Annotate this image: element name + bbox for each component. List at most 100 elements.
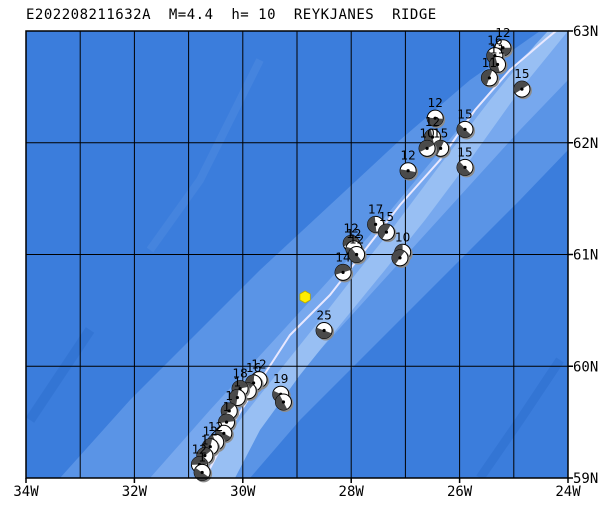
beachball-center-dot <box>200 470 204 475</box>
mechanism-depth-label: 16 <box>487 34 502 48</box>
x-tick-label: 24W <box>555 484 581 500</box>
beachball-compressional-quadrant <box>191 456 208 465</box>
mechanism-depth-label: 12 <box>349 233 364 247</box>
y-tick-label: 61N <box>573 248 598 264</box>
beachball-center-dot <box>227 409 231 413</box>
focal-mechanism-beachball: 25 <box>315 308 335 341</box>
mechanism-depth-label: 12 <box>346 227 361 241</box>
focal-mechanism-beachball <box>274 393 294 413</box>
mechanism-depth-label: 10 <box>395 230 410 244</box>
beachball-compressional-quadrant <box>232 380 248 391</box>
mechanism-depth-label: 12 <box>425 115 440 129</box>
beachball-compressional-quadrant <box>513 81 529 94</box>
beachball-compressional-quadrant <box>419 140 435 152</box>
mechanism-depth-label: 16 <box>246 361 261 375</box>
y-tick-label: 63N <box>573 24 598 40</box>
beachball-compressional-quadrant <box>335 264 351 275</box>
beachball-center-dot <box>373 222 378 226</box>
x-tick-label: 26W <box>447 484 473 500</box>
beachball-compressional-quadrant <box>229 389 239 406</box>
epicenter-marker <box>299 290 311 304</box>
beachball-compressional-quadrant <box>400 169 416 179</box>
mechanism-depth-label: 1 <box>223 400 231 414</box>
mechanism-depth-label: 12 <box>400 149 415 163</box>
x-tick-label: 34W <box>13 484 39 500</box>
mechanism-depth-label: 18 <box>232 367 247 381</box>
beachball-compressional-quadrant <box>427 117 444 127</box>
mechanism-depth-label: 14 <box>335 250 350 264</box>
beachball-center-dot <box>384 230 389 234</box>
beachball-center-dot <box>430 135 435 139</box>
mechanism-depth-label: 1 <box>225 389 233 403</box>
beachball-center-dot <box>439 146 443 150</box>
beachball-center-dot <box>208 445 212 449</box>
focal-mechanism-beachball <box>391 249 410 268</box>
axis-ticks: 34W 32W 30W 28W 26W 24W 63N 62N 61N 60N 59N <box>13 24 598 500</box>
x-tick-label: 28W <box>339 484 365 500</box>
focal-mechanism-beachball: 11 <box>489 43 508 75</box>
mechanism-depth-label: 11 <box>490 43 505 57</box>
mechanism-depth-label: 11 <box>482 56 497 70</box>
beachball-compressional-quadrant <box>275 394 288 411</box>
focal-mechanism-beachball: 15 <box>456 145 476 178</box>
mechanism-depth-label: 12 <box>203 425 218 439</box>
focal-mechanism-beachball: 15 <box>513 67 532 100</box>
mechanism-depth-label: 12 <box>344 221 359 235</box>
beachball-center-dot <box>495 62 500 67</box>
beachball-compressional-quadrant <box>316 327 332 339</box>
mechanism-depth-label: 12 <box>251 358 266 372</box>
beachball-compressional-quadrant <box>481 69 493 86</box>
beachball-center-dot <box>222 431 226 435</box>
beachball-compressional-quadrant <box>348 248 362 263</box>
beachball-compressional-quadrant <box>343 235 359 247</box>
mechanism-depth-label: 17 <box>368 202 383 216</box>
beachball-center-dot <box>463 127 467 131</box>
x-tick-label: 32W <box>122 484 148 500</box>
beachball-center-dot <box>425 146 429 150</box>
beachball-center-dot <box>341 270 345 274</box>
mechanism-depth-label: 12 <box>495 26 510 40</box>
focal-mechanism-beachball: 12 <box>348 233 367 265</box>
beachball-center-dot <box>281 400 286 404</box>
beachball-center-dot <box>235 395 239 400</box>
mechanism-depth-label: 1 <box>198 450 206 464</box>
mechanism-depth-label: 10 <box>419 126 434 140</box>
beachball-compressional-quadrant <box>221 402 236 417</box>
y-tick-label: 59N <box>573 471 598 487</box>
beachball-compressional-quadrant <box>391 249 405 265</box>
mechanism-depth-label: 1 <box>234 376 242 390</box>
beachball-compressional-quadrant <box>367 216 377 233</box>
beachball-center-dot <box>463 165 467 169</box>
beachball-center-dot <box>501 46 505 50</box>
focal-mechanism-beachball: 12 <box>399 149 419 181</box>
mechanism-depth-label: 25 <box>316 308 331 322</box>
focal-mechanism-beachball: 1 <box>228 376 248 408</box>
mechanism-depth-label: 12 <box>428 96 443 110</box>
mechanism-depth-label: 15 <box>457 145 472 159</box>
map-title: E202208211632A M=4.4 h= 10 REYKJANES RID… <box>26 7 437 23</box>
beachball-center-dot <box>355 252 359 257</box>
beachball-center-dot <box>520 87 524 91</box>
mechanism-depth-label: 12 <box>192 443 207 457</box>
y-tick-label: 60N <box>573 359 598 375</box>
beachball-center-dot <box>322 328 326 333</box>
mechanism-depth-label: 15 <box>379 210 394 224</box>
beachball-compressional-quadrant <box>457 161 471 176</box>
focal-mechanism-beachball: 10 <box>418 126 438 159</box>
beachball-compressional-quadrant <box>218 414 235 424</box>
mechanism-depth-label: 15 <box>457 107 472 121</box>
focal-mechanism-beachball: 15 <box>377 210 397 243</box>
x-tick-label: 30W <box>230 484 256 500</box>
mechanism-depth-label: 15 <box>433 126 448 140</box>
mechanism-depth-label: 12 <box>208 420 223 434</box>
beachball-center-dot <box>433 116 437 120</box>
focal-mechanism-beachball: 12 <box>426 96 446 129</box>
beachball-center-dot <box>406 169 410 173</box>
beachball-center-dot <box>203 454 207 458</box>
epicenter-marker-group <box>299 290 311 304</box>
bathymetry-streak <box>26 327 95 423</box>
bathymetry-streak <box>146 58 264 253</box>
focal-mechanism-beachball: 14 <box>334 250 354 283</box>
